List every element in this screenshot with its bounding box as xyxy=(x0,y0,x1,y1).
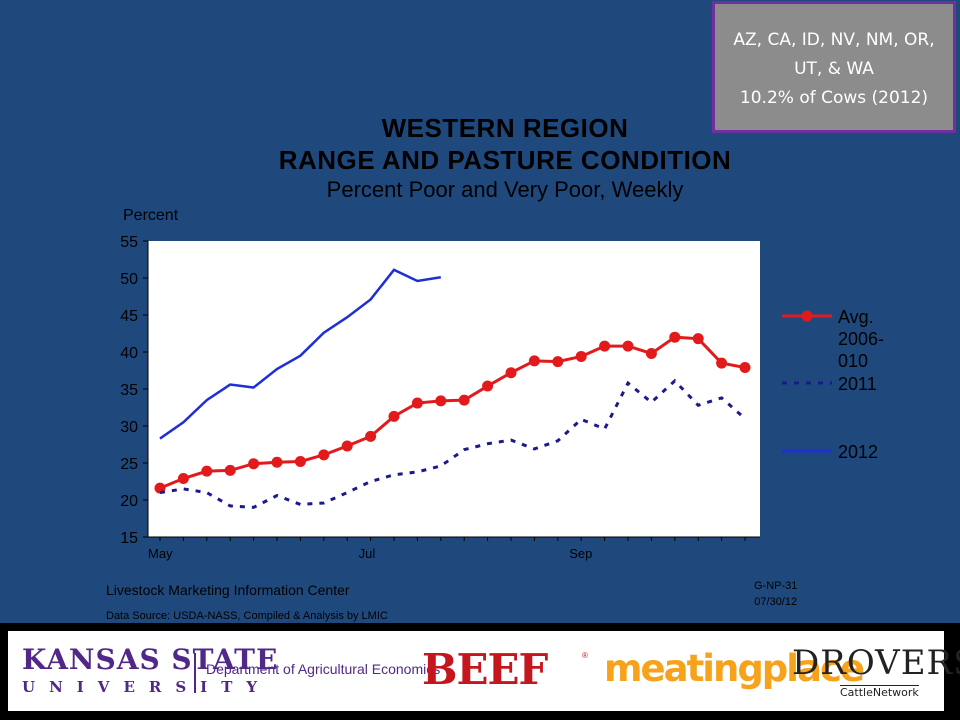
chart-subtitle: Percent Poor and Very Poor, Weekly xyxy=(326,177,684,202)
y-tick-label: 45 xyxy=(120,308,138,325)
data-point xyxy=(716,357,728,369)
drovers-logo: DROVERS xyxy=(792,643,960,683)
y-tick-label: 55 xyxy=(120,234,138,251)
ksu-wordmark: KANSAS STATE xyxy=(22,643,279,676)
data-point xyxy=(482,380,494,392)
drovers-tagline: CattleNetwork xyxy=(840,685,919,699)
data-point xyxy=(692,333,704,345)
ksu-university-wordmark: UNIVERSITY xyxy=(22,678,272,696)
y-tick-label: 15 xyxy=(120,530,138,547)
department-label: Department of Agricultural Economics xyxy=(206,661,441,677)
data-point xyxy=(177,473,189,485)
data-point xyxy=(365,430,377,442)
data-point xyxy=(552,356,564,368)
chart-date: 07/30/12 xyxy=(754,596,798,608)
y-axis-label: Percent xyxy=(123,207,179,224)
y-tick-label: 30 xyxy=(120,419,138,436)
region-note-share: 10.2% of Cows (2012) xyxy=(739,88,929,108)
chart-title: WESTERN REGION xyxy=(381,113,629,143)
chart-id-stamp: G-NP-31 07/30/12 xyxy=(754,578,797,610)
region-note-line: AZ, CA, ID, NV, NM, OR, xyxy=(733,30,935,50)
data-point xyxy=(622,340,634,352)
beef-registered-mark: ® xyxy=(582,651,588,660)
series-line xyxy=(159,268,441,440)
source-organization: Livestock Marketing Information Center xyxy=(106,582,350,598)
legend: Avg.2006-010 2011 2012 xyxy=(782,307,884,462)
chart-titles: WESTERN REGION RANGE AND PASTURE CONDITI… xyxy=(200,112,810,204)
data-point xyxy=(669,331,681,343)
meatingplace-logo: meatingplace xyxy=(604,647,865,690)
data-point xyxy=(294,456,306,468)
data-point xyxy=(645,347,657,359)
logo-divider xyxy=(194,653,196,693)
y-tick-label: 35 xyxy=(120,382,138,399)
data-point xyxy=(575,350,587,362)
axes: 15 20 25 30 35 40 45 50 55 Percent May Jul Sep xyxy=(120,207,760,561)
data-point xyxy=(505,367,517,379)
data-point xyxy=(528,355,540,367)
data-point xyxy=(248,458,260,470)
beef-logo: BEEF xyxy=(422,645,548,694)
sponsor-bar: KANSAS STATE UNIVERSITY Department of Ag… xyxy=(0,623,960,720)
data-point xyxy=(435,395,447,407)
y-tick-label: 25 xyxy=(120,456,138,473)
legend-label: 010 xyxy=(838,351,868,371)
data-point xyxy=(318,449,330,461)
data-point xyxy=(341,440,353,452)
data-point xyxy=(224,464,236,476)
y-tick-label: 40 xyxy=(120,345,138,362)
plot-area xyxy=(148,241,760,537)
data-point xyxy=(411,397,423,409)
data-point xyxy=(201,465,213,477)
region-note-line: UT, & WA xyxy=(794,59,874,79)
legend-marker xyxy=(801,310,813,322)
x-tick-label: May xyxy=(148,546,173,561)
series-line xyxy=(159,378,746,509)
data-point xyxy=(271,456,283,468)
kansas-state-logo: KANSAS STATE UNIVERSITY xyxy=(22,645,278,697)
chart-code: G-NP-31 xyxy=(754,580,798,592)
data-point xyxy=(388,410,400,422)
x-tick-label: Jul xyxy=(359,546,376,561)
chart-title-line-2: RANGE AND PASTURE CONDITION xyxy=(278,145,732,175)
legend-label: Avg. xyxy=(838,307,874,327)
x-tick-label: Sep xyxy=(569,546,592,561)
sponsor-logo-panel: KANSAS STATE UNIVERSITY Department of Ag… xyxy=(8,631,960,711)
y-tick-label: 50 xyxy=(120,271,138,288)
data-point xyxy=(599,340,611,352)
y-tick-label: 20 xyxy=(120,493,138,510)
series-group xyxy=(154,268,751,509)
legend-label: 2012 xyxy=(838,442,878,462)
data-source-note: Data Source: USDA-NASS, Compiled & Analy… xyxy=(106,610,388,622)
data-point xyxy=(739,362,751,374)
region-note-box: AZ, CA, ID, NV, NM, OR, UT, & WA 10.2% o… xyxy=(712,1,956,133)
data-point xyxy=(458,394,470,406)
legend-label: 2006- xyxy=(838,329,884,349)
legend-label: 2011 xyxy=(838,374,877,394)
